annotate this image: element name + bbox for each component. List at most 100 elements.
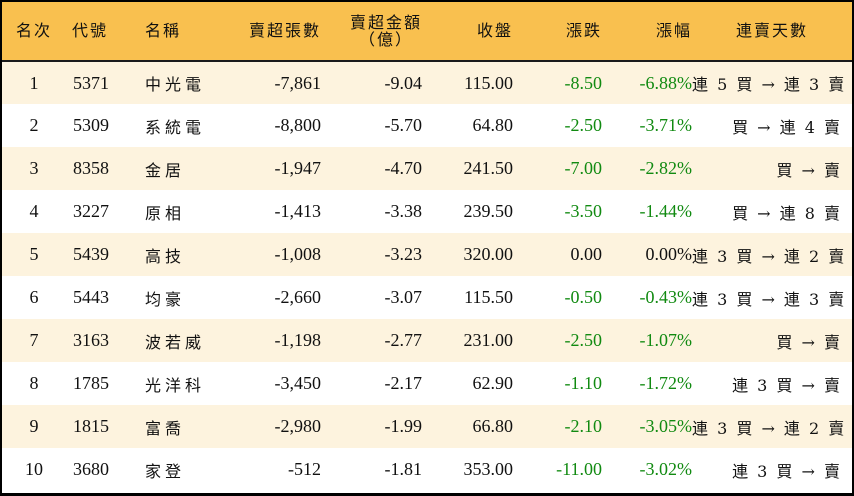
net-sell-amount-cell: -4.70 <box>384 158 423 178</box>
stock-name-cell: 光洋科 <box>145 375 206 395</box>
net-sell-shares-cell: -2,980 <box>274 416 322 436</box>
net-sell-shares-cell: -1,947 <box>274 158 322 178</box>
close-price-cell: 320.00 <box>463 244 514 264</box>
net-sell-amount-cell: -3.38 <box>384 201 423 221</box>
rank-cell: 1 <box>29 72 39 93</box>
sell-streak-cell: 連 3 買 → 連 2 賣 <box>692 246 847 266</box>
rank-cell: 10 <box>25 459 43 479</box>
change-pct-cell: -0.43% <box>639 287 693 307</box>
header-rank: 名次 <box>2 2 66 62</box>
net-sell-amount-cell: -1.81 <box>384 459 423 479</box>
net-sell-amount-cell: -9.04 <box>384 72 423 93</box>
table-body: 1 5371 中光電 -7,861 -9.04 115.00 -8.50 -6.… <box>2 61 852 491</box>
sell-streak-cell: 連 3 買 → 賣 <box>732 375 842 395</box>
change-cell: -11.00 <box>556 459 602 479</box>
close-price-cell: 241.50 <box>463 158 514 178</box>
close-price-cell: 353.00 <box>463 459 514 479</box>
net-sell-shares-cell: -2,660 <box>274 287 322 307</box>
change-cell: -2.50 <box>564 330 603 350</box>
header-net-sell-amount-unit: （億） <box>358 29 413 49</box>
rank-cell: 3 <box>29 158 39 178</box>
change-cell: -7.00 <box>564 158 603 178</box>
stock-code-cell: 5443 <box>73 287 109 307</box>
sell-streak-cell: 買 → 連 4 賣 <box>732 117 842 137</box>
stock-name-cell: 波若威 <box>145 332 206 352</box>
close-price-cell: 64.80 <box>472 115 514 135</box>
header-net-sell-amount-line1: 賣超金額 <box>349 12 422 32</box>
change-pct-cell: -3.71% <box>639 115 693 135</box>
change-pct-cell: -1.07% <box>639 330 693 350</box>
header-change-pct: 漲幅 <box>602 2 692 62</box>
stock-name-cell: 均豪 <box>145 289 186 309</box>
change-cell: -2.10 <box>564 416 603 436</box>
close-price-cell: 62.90 <box>472 373 514 393</box>
change-cell: -2.50 <box>564 115 603 135</box>
net-sell-amount-cell: -2.17 <box>384 373 423 393</box>
change-pct-cell: -3.02% <box>639 459 693 479</box>
change-cell: -0.50 <box>564 287 603 307</box>
table-row: 4 3227 原相 -1,413 -3.38 239.50 -3.50 -1.4… <box>2 190 852 233</box>
net-sell-shares-cell: -8,800 <box>274 115 322 135</box>
change-pct-cell: -3.05% <box>639 416 693 436</box>
stock-code-cell: 5309 <box>73 115 109 135</box>
table-row: 1 5371 中光電 -7,861 -9.04 115.00 -8.50 -6.… <box>2 61 852 104</box>
table-row: 7 3163 波若威 -1,198 -2.77 231.00 -2.50 -1.… <box>2 319 852 362</box>
header-net-sell-shares: 賣超張數 <box>235 2 321 62</box>
rank-cell: 9 <box>29 416 39 436</box>
stock-name-cell: 原相 <box>145 203 186 223</box>
close-price-cell: 66.80 <box>472 416 514 436</box>
stock-name-cell: 高技 <box>145 246 186 266</box>
net-sell-shares-cell: -512 <box>288 459 321 479</box>
change-pct-cell: -2.82% <box>639 158 693 178</box>
stock-code-cell: 5371 <box>73 72 109 93</box>
net-sell-amount-cell: -1.99 <box>384 416 423 436</box>
net-sell-amount-cell: -2.77 <box>384 330 423 350</box>
sell-streak-cell: 連 3 買 → 賣 <box>732 461 842 481</box>
stock-name-cell: 中光電 <box>145 75 206 94</box>
net-sell-amount-cell: -3.23 <box>384 244 423 264</box>
sell-streak-cell: 買 → 賣 <box>776 332 842 352</box>
header-net-sell-amount: 賣超金額 （億） <box>321 2 422 62</box>
stock-code-cell: 3163 <box>73 330 109 350</box>
table-header: 名次 代號 名稱 賣超張數 賣超金額 （億） 收盤 漲跌 漲幅 連賣天數 <box>2 2 852 62</box>
table-row: 3 8358 金居 -1,947 -4.70 241.50 -7.00 -2.8… <box>2 147 852 190</box>
stock-code-cell: 3680 <box>73 459 109 479</box>
stock-code-cell: 3227 <box>73 201 109 221</box>
table-row: 9 1815 富喬 -2,980 -1.99 66.80 -2.10 -3.05… <box>2 405 852 448</box>
net-sell-shares-cell: -7,861 <box>274 72 322 93</box>
sell-streak-cell: 買 → 連 8 賣 <box>732 203 842 223</box>
change-pct-cell: -1.44% <box>639 201 693 221</box>
rank-cell: 7 <box>29 330 39 350</box>
net-sell-shares-cell: -1,008 <box>274 244 322 264</box>
header-code: 代號 <box>66 2 142 62</box>
header-change: 漲跌 <box>513 2 602 62</box>
table-row: 10 3680 家登 -512 -1.81 353.00 -11.00 -3.0… <box>2 448 852 491</box>
stock-code-cell: 8358 <box>73 158 109 178</box>
header-name: 名稱 <box>142 2 235 62</box>
table-row: 2 5309 系統電 -8,800 -5.70 64.80 -2.50 -3.7… <box>2 104 852 147</box>
change-pct-cell: 0.00% <box>645 244 693 264</box>
change-cell: -3.50 <box>564 201 603 221</box>
header-row: 名次 代號 名稱 賣超張數 賣超金額 （億） 收盤 漲跌 漲幅 連賣天數 <box>2 2 852 62</box>
header-sell-streak: 連賣天數 <box>692 2 852 62</box>
net-sell-shares-cell: -1,198 <box>274 330 322 350</box>
stock-code-cell: 5439 <box>73 244 109 264</box>
rank-cell: 5 <box>29 244 39 264</box>
sell-streak-cell: 連 3 買 → 連 2 賣 <box>692 418 847 438</box>
change-cell: -8.50 <box>564 72 603 93</box>
net-sell-shares-cell: -1,413 <box>274 201 322 221</box>
rank-cell: 4 <box>29 201 39 221</box>
rank-cell: 6 <box>29 287 39 307</box>
change-cell: 0.00 <box>570 244 603 264</box>
stock-name-cell: 金居 <box>145 160 186 180</box>
close-price-cell: 115.50 <box>464 287 513 307</box>
close-price-cell: 231.00 <box>463 330 514 350</box>
sell-streak-cell: 連 3 買 → 連 3 賣 <box>692 289 847 309</box>
change-pct-cell: -6.88% <box>639 72 693 93</box>
close-price-cell: 115.00 <box>464 72 513 93</box>
sell-streak-cell: 連 5 買 → 連 3 賣 <box>692 75 847 94</box>
header-close: 收盤 <box>422 2 513 62</box>
rank-cell: 8 <box>29 373 39 393</box>
